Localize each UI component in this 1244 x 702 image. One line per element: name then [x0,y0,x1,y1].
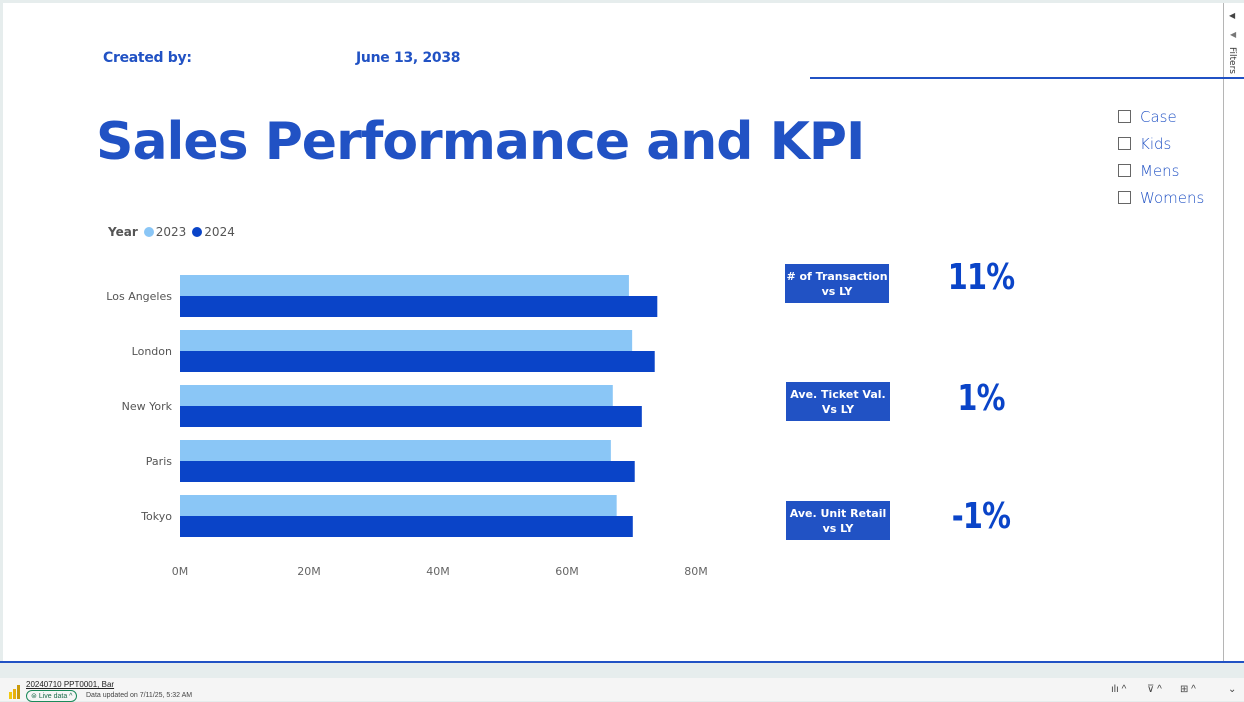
bar-paris-2023[interactable] [180,440,611,461]
legend-label: 2023 [155,225,187,239]
chevron-down-icon: ⌄ [1228,684,1237,695]
page-title: Sales Performance and KPI [96,112,865,172]
checkbox[interactable] [1118,110,1131,123]
powerbi-logo-icon [9,685,20,699]
chevron-up-icon: ^ [1191,684,1196,695]
x-tick-label: 0M [172,565,189,578]
data-updated-text: Data updated on 7/11/25, 5:32 AM [86,692,193,699]
bookmark-icon: ⊽ [1147,684,1155,695]
live-data-button[interactable]: ⊜ Live data ^ [26,690,78,702]
legend-dot-icon [192,227,203,237]
report-date: June 13, 2038 [356,50,461,66]
chevron-up-icon: ^ [1121,684,1127,695]
kpi-label-unit-retail: Ave. Unit Retail vs LY [786,501,890,540]
bar-new-york-2024[interactable] [180,406,642,427]
slicer-item-case[interactable]: Case [1118,103,1204,130]
y-tick-label: Tokyo [140,510,172,523]
y-tick-label: New York [122,400,173,413]
status-bar [0,678,1244,701]
sales-bar-chart: Los Angeles London New York Paris Tokyo 0M 20M… [106,275,708,578]
slicer-item-label: Case [1140,107,1177,126]
live-data-label: Live data [38,692,68,700]
checkbox[interactable] [1118,164,1131,177]
bar-london-2024[interactable] [180,351,655,372]
bar-chart-icon: ılı [1111,684,1119,695]
legend-dot-icon [143,227,154,237]
chevron-up-icon: ^ [67,692,73,700]
header-divider [810,77,1244,79]
y-tick-label: Los Angeles [106,290,172,303]
checkbox[interactable] [1118,191,1131,204]
visual-menu-button[interactable]: ılı ^ [1111,684,1126,695]
bar-tokyo-2024[interactable] [180,516,633,537]
kpi-label-transactions: # of Transaction vs LY [785,264,889,303]
grid-icon: ⊞ [1180,684,1189,695]
slicer-item-mens[interactable]: Mens [1118,157,1204,184]
slicer-item-label: Kids [1140,134,1172,153]
footer-divider [0,661,1244,663]
kpi-value-transactions: 11% [947,257,1015,298]
slicer-item-womens[interactable]: Womens [1118,184,1204,211]
chart-legend: Year 2023 2024 [108,225,241,239]
x-tick-label: 60M [555,565,579,578]
bar-los-angeles-2023[interactable] [180,275,629,296]
kpi-value-ticket-value: 1% [957,378,1005,419]
y-tick-label: London [132,345,172,358]
bookmark-menu-button[interactable]: ⊽ ^ [1147,684,1162,695]
bar-london-2023[interactable] [180,330,633,351]
x-tick-label: 80M [684,565,708,578]
bar-tokyo-2023[interactable] [180,495,617,516]
bar-paris-2024[interactable] [180,461,635,482]
legend-item-2024[interactable]: 2024 [192,225,235,239]
y-tick-label: Paris [146,455,172,468]
slicer-item-label: Womens [1140,188,1205,207]
filters-pane-collapsed[interactable]: ◀ ◀ Filters [1223,3,1244,663]
legend-label: 2024 [204,225,235,239]
bar-los-angeles-2024[interactable] [180,296,658,317]
checkbox[interactable] [1118,137,1131,150]
report-file-link[interactable]: 20240710 PPT0001, Bar [26,680,115,689]
slicer-item-label: Mens [1140,161,1180,180]
expand-button[interactable]: ⌄ [1228,684,1236,695]
chevron-up-icon: ^ [1157,684,1162,695]
legend-title: Year [108,225,138,239]
slicer-item-kids[interactable]: Kids [1118,130,1204,157]
x-tick-label: 20M [297,565,321,578]
kpi-value-unit-retail: -1% [951,496,1011,537]
filters-label[interactable]: Filters [1227,47,1237,74]
category-slicer: Case Kids Mens Womens [1118,103,1204,211]
filter-icon: ◀ [1230,30,1237,39]
live-icon: ⊜ [31,692,39,700]
kpi-label-ticket-value: Ave. Ticket Val. Vs LY [786,382,890,421]
legend-item-2023[interactable]: 2023 [143,225,187,239]
layout-menu-button[interactable]: ⊞ ^ [1180,684,1196,695]
chevron-left-icon[interactable]: ◀ [1229,11,1236,20]
created-by-label: Created by: [103,50,192,66]
x-tick-label: 40M [426,565,450,578]
bar-new-york-2023[interactable] [180,385,613,406]
